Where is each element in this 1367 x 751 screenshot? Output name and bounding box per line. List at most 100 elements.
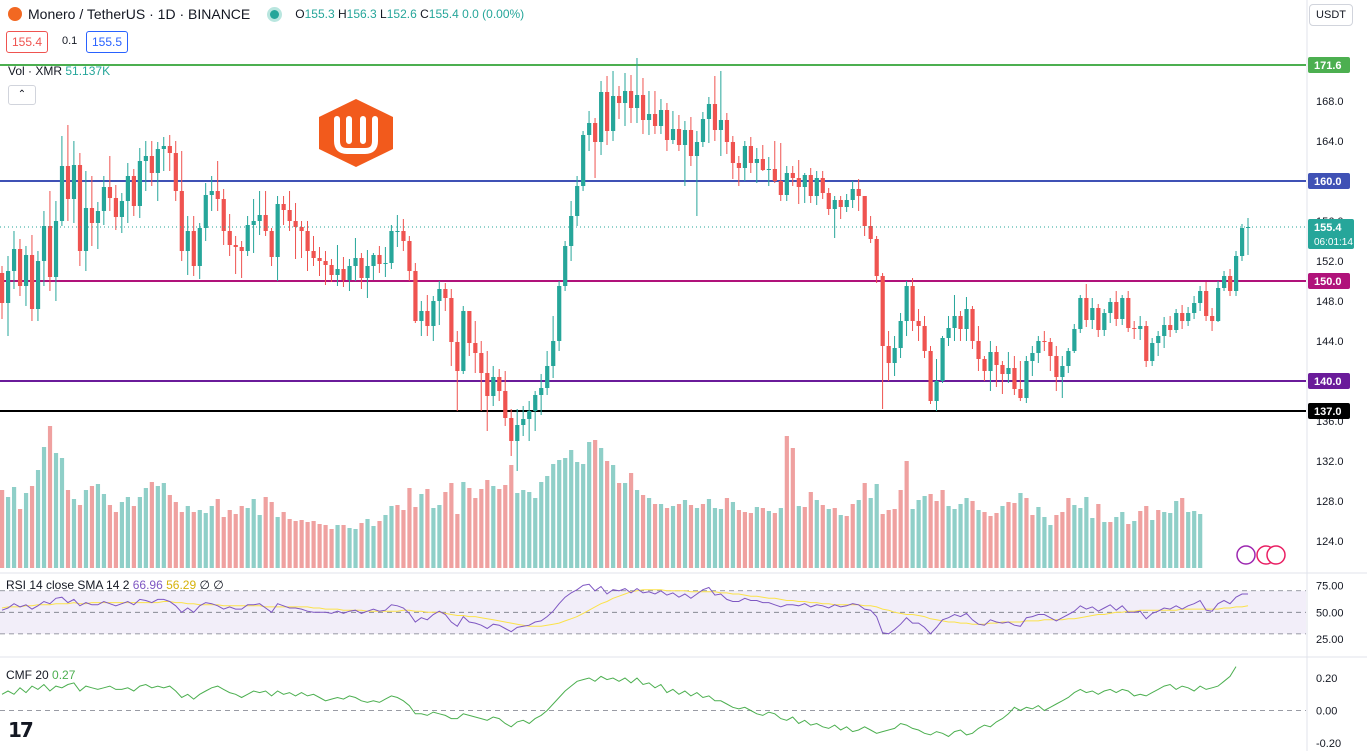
candle-body (880, 276, 885, 346)
volume-bar (587, 442, 592, 568)
candle-body (239, 247, 244, 251)
candle-body (676, 129, 682, 145)
candle-body (575, 186, 580, 216)
candle-body (892, 348, 897, 363)
candle-body (425, 311, 430, 326)
candle-body (1090, 308, 1095, 320)
volume-bar (1042, 517, 1047, 568)
volume-bar (1132, 521, 1137, 568)
rsi-legend: RSI 14 close SMA 14 2 66.96 56.29 ∅ ∅ (6, 578, 224, 592)
candle-body (377, 255, 382, 264)
volume-bar (706, 499, 712, 568)
candle-body (1102, 313, 1107, 330)
candle-body (808, 175, 813, 196)
volume-bar (838, 515, 843, 568)
candle-body (1084, 298, 1089, 320)
volume-bar (83, 490, 89, 568)
volume-bar (89, 486, 95, 568)
candle-body (485, 373, 490, 396)
volume-bar (311, 521, 316, 568)
volume-bar (593, 440, 598, 568)
collapse-legend-button[interactable]: ⌃ (8, 85, 36, 105)
candle-body (1234, 256, 1239, 291)
candle-body (443, 289, 448, 298)
candle-body (227, 231, 232, 245)
volume-bar (1138, 511, 1143, 568)
volume-bar (155, 486, 160, 568)
volume-bar (47, 426, 53, 568)
candle-body (71, 165, 77, 199)
buy-price-button[interactable]: 155.5 (86, 31, 129, 53)
candle-body (551, 341, 556, 366)
price-tick-label: 168.0 (1316, 96, 1344, 108)
volume-bar (1048, 525, 1053, 568)
candle-body (413, 271, 418, 321)
level-price-tag (1308, 403, 1350, 419)
candle-body (5, 271, 11, 303)
volume-bar (65, 490, 71, 568)
volume-bar (305, 522, 310, 568)
volume-bar (772, 513, 777, 568)
volume-bar (365, 519, 370, 568)
us-flag-event-icon (1266, 545, 1286, 565)
symbol-title[interactable]: Monero / TetherUS · 1D · BINANCE (28, 6, 251, 22)
chart-header: Monero / TetherUS · 1D · BINANCE O155.3 … (8, 6, 524, 22)
candle-body (101, 187, 107, 211)
volume-bar (718, 509, 724, 568)
volume-bar (628, 473, 634, 568)
tradingview-logo[interactable]: 17 (8, 718, 34, 742)
candle-body (251, 221, 256, 225)
candle-body (299, 227, 304, 231)
candle-body (772, 169, 777, 181)
candle-body (862, 196, 867, 226)
volume-bar (1036, 507, 1041, 568)
candle-body (952, 316, 957, 328)
volume-bar (137, 497, 142, 568)
candle-body (245, 225, 250, 251)
sell-price-button[interactable]: 155.4 (6, 31, 49, 53)
candle-body (545, 366, 550, 388)
volume-bar (533, 498, 538, 568)
candle-body (976, 341, 981, 359)
volume-bar (760, 508, 765, 568)
volume-bar (814, 500, 819, 568)
candle-body (988, 352, 993, 371)
level-price-tag (1308, 57, 1350, 73)
volume-bar (125, 497, 130, 568)
volume-bar (95, 484, 101, 568)
candle-body (934, 381, 939, 401)
volume-bar (916, 500, 921, 568)
candle-body (682, 130, 688, 145)
volume-bar (29, 486, 35, 568)
volume-bar (730, 502, 736, 568)
candle-body (1006, 368, 1011, 374)
candle-body (694, 142, 700, 156)
volume-bar (928, 494, 933, 568)
candle-body (179, 191, 184, 251)
candle-body (209, 191, 214, 195)
volume-bar (617, 483, 622, 568)
volume-bar (976, 510, 981, 568)
candle-body (29, 255, 35, 309)
volume-bar (485, 480, 490, 568)
spread-value: 0.1 (62, 35, 78, 47)
candle-body (557, 286, 562, 341)
volume-bar (1192, 511, 1197, 568)
candle-body (347, 266, 352, 280)
volume-bar (766, 511, 771, 568)
currency-selector[interactable]: USDT (1309, 4, 1353, 26)
candle-body (221, 199, 226, 231)
volume-bar (1198, 514, 1203, 568)
volume-bar (107, 505, 113, 568)
candle-body (826, 193, 831, 209)
volume-bar (215, 499, 220, 568)
volume-bar (503, 485, 508, 568)
candle-body (1024, 361, 1029, 398)
volume-bar (221, 517, 226, 568)
candle-body (1108, 302, 1113, 313)
candle-body (784, 173, 789, 195)
candle-body (335, 269, 340, 275)
volume-bar (1120, 512, 1125, 568)
candle-body (1180, 313, 1185, 321)
